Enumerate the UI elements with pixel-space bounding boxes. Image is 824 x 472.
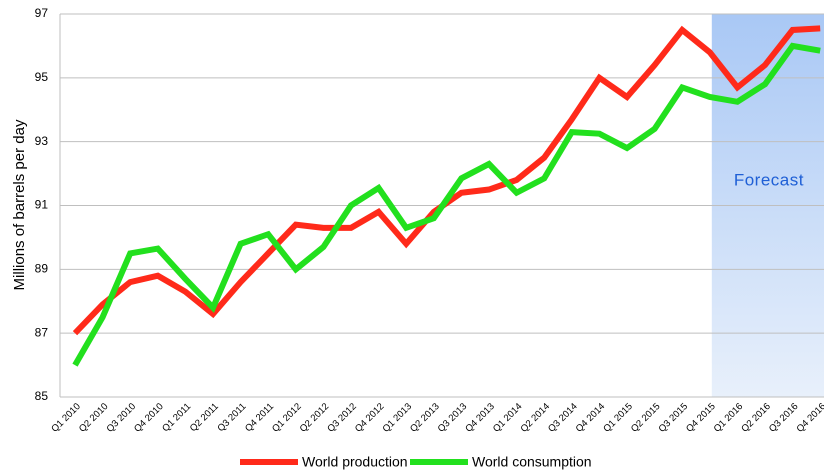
x-tick-label: Q2 2016 bbox=[739, 401, 773, 435]
x-tick-label: Q3 2012 bbox=[325, 401, 359, 435]
data-line bbox=[72, 42, 821, 367]
x-tick-label: Q1 2012 bbox=[270, 401, 304, 435]
x-tick-label: Q4 2012 bbox=[353, 401, 387, 435]
data-line bbox=[72, 25, 821, 336]
x-tick-label: Q4 2015 bbox=[684, 401, 718, 435]
forecast-label: Forecast bbox=[734, 170, 804, 189]
y-tick-label: 95 bbox=[35, 70, 49, 84]
y-tick-label: 97 bbox=[35, 6, 49, 20]
y-tick-label: 87 bbox=[35, 325, 49, 339]
x-tick-label: Q4 2010 bbox=[132, 401, 166, 435]
y-tick-label: 89 bbox=[35, 262, 49, 276]
legend-label: World consumption bbox=[472, 454, 592, 470]
x-tick-label: Q4 2014 bbox=[574, 401, 608, 435]
x-tick-label: Q3 2016 bbox=[767, 401, 801, 435]
legend-label: World production bbox=[302, 454, 408, 470]
x-tick-label: Q4 2016 bbox=[795, 401, 824, 435]
x-tick-label: Q1 2016 bbox=[712, 401, 746, 435]
y-tick-label: 91 bbox=[35, 198, 49, 212]
x-tick-label: Q3 2015 bbox=[657, 401, 691, 435]
y-tick-label: 85 bbox=[35, 389, 49, 403]
x-tick-label: Q4 2013 bbox=[463, 401, 497, 435]
x-tick-label: Q2 2010 bbox=[77, 401, 111, 435]
x-tick-label: Q2 2015 bbox=[629, 401, 663, 435]
x-tick-label: Q3 2011 bbox=[215, 401, 248, 434]
x-tick-label: Q1 2013 bbox=[381, 401, 415, 435]
x-tick-label: Q3 2013 bbox=[436, 401, 470, 435]
y-tick-label: 93 bbox=[35, 134, 49, 148]
x-tick-label: Q1 2015 bbox=[601, 401, 635, 435]
x-tick-label: Q1 2011 bbox=[160, 401, 193, 434]
x-tick-label: Q3 2014 bbox=[546, 401, 580, 435]
x-tick-label: Q2 2011 bbox=[188, 401, 221, 434]
x-tick-label: Q1 2010 bbox=[49, 401, 83, 435]
x-tick-label: Q3 2010 bbox=[105, 401, 139, 435]
x-tick-label: Q1 2014 bbox=[491, 401, 525, 435]
y-axis-label: Millions of barrels per day bbox=[11, 119, 28, 290]
x-tick-label: Q2 2014 bbox=[519, 401, 553, 435]
x-tick-label: Q2 2012 bbox=[298, 401, 332, 435]
x-tick-label: Q2 2013 bbox=[408, 401, 442, 435]
